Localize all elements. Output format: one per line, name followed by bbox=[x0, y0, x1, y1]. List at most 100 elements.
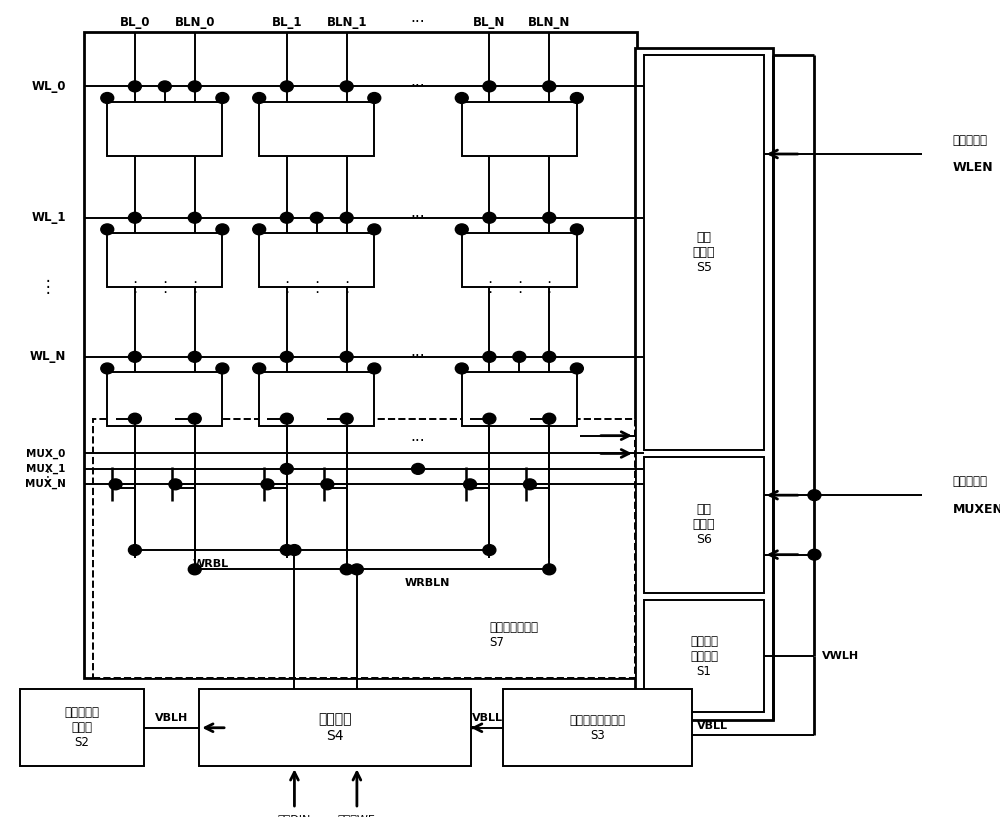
Text: MUXEN: MUXEN bbox=[953, 502, 1000, 516]
Text: ···: ··· bbox=[411, 210, 425, 225]
Text: WL_0: WL_0 bbox=[31, 80, 66, 93]
Circle shape bbox=[483, 81, 496, 92]
Text: 数据DIN: 数据DIN bbox=[278, 814, 311, 817]
Circle shape bbox=[128, 545, 141, 556]
Text: 列译码结果: 列译码结果 bbox=[953, 475, 988, 488]
Bar bbox=[644, 600, 764, 712]
Circle shape bbox=[216, 92, 229, 104]
Bar bbox=[462, 233, 577, 288]
Circle shape bbox=[455, 224, 468, 234]
Text: WRBLN: WRBLN bbox=[405, 578, 450, 588]
Circle shape bbox=[188, 212, 201, 223]
Circle shape bbox=[216, 363, 229, 374]
Circle shape bbox=[808, 549, 821, 560]
Bar bbox=[107, 233, 222, 288]
Text: 位线高电压
发生器
S2: 位线高电压 发生器 S2 bbox=[64, 706, 99, 749]
Text: ⋮: ⋮ bbox=[127, 279, 143, 295]
Circle shape bbox=[340, 81, 353, 92]
Text: WLEN: WLEN bbox=[953, 162, 993, 174]
Text: ···: ··· bbox=[411, 435, 425, 449]
Circle shape bbox=[543, 351, 556, 362]
Circle shape bbox=[570, 363, 583, 374]
Circle shape bbox=[340, 351, 353, 362]
Circle shape bbox=[109, 479, 122, 489]
Text: ⋮: ⋮ bbox=[157, 279, 172, 295]
Circle shape bbox=[340, 413, 353, 424]
Circle shape bbox=[310, 212, 323, 223]
Circle shape bbox=[368, 363, 381, 374]
Circle shape bbox=[543, 81, 556, 92]
Text: VBLH: VBLH bbox=[155, 712, 188, 723]
Circle shape bbox=[368, 92, 381, 104]
Text: BL_N: BL_N bbox=[473, 16, 506, 29]
Circle shape bbox=[101, 363, 114, 374]
Circle shape bbox=[280, 212, 293, 223]
Text: BLN_N: BLN_N bbox=[528, 16, 570, 29]
Circle shape bbox=[188, 351, 201, 362]
Bar bbox=[20, 689, 144, 766]
Circle shape bbox=[483, 351, 496, 362]
Circle shape bbox=[483, 212, 496, 223]
Text: ⋮: ⋮ bbox=[482, 279, 497, 295]
Text: ⋮: ⋮ bbox=[39, 279, 56, 297]
Circle shape bbox=[543, 413, 556, 424]
Circle shape bbox=[543, 212, 556, 223]
Circle shape bbox=[543, 564, 556, 574]
Text: VWLH: VWLH bbox=[822, 651, 859, 661]
Circle shape bbox=[188, 413, 201, 424]
Bar bbox=[462, 102, 577, 156]
Text: ⋮: ⋮ bbox=[542, 279, 557, 295]
Bar bbox=[462, 373, 577, 426]
Bar bbox=[259, 373, 374, 426]
Text: ⋮: ⋮ bbox=[309, 279, 324, 295]
Text: WL_1: WL_1 bbox=[31, 212, 66, 224]
Circle shape bbox=[101, 92, 114, 104]
Circle shape bbox=[523, 479, 536, 489]
Text: VBLL: VBLL bbox=[697, 721, 728, 731]
Circle shape bbox=[412, 463, 424, 475]
Text: VBLL: VBLL bbox=[472, 712, 503, 723]
Circle shape bbox=[483, 413, 496, 424]
Text: WL_N: WL_N bbox=[29, 350, 66, 364]
Circle shape bbox=[188, 81, 201, 92]
Circle shape bbox=[261, 479, 274, 489]
Text: 写驱动器
S4: 写驱动器 S4 bbox=[318, 712, 352, 743]
Text: BLN_0: BLN_0 bbox=[175, 16, 215, 29]
Text: ···: ··· bbox=[411, 350, 425, 364]
Circle shape bbox=[280, 413, 293, 424]
Bar bbox=[107, 373, 222, 426]
Bar bbox=[503, 689, 692, 766]
Circle shape bbox=[808, 489, 821, 501]
Text: 行译码结果: 行译码结果 bbox=[953, 134, 988, 146]
Circle shape bbox=[368, 224, 381, 234]
Text: 位线负电压发生器
S3: 位线负电压发生器 S3 bbox=[570, 714, 626, 742]
Circle shape bbox=[101, 224, 114, 234]
Text: 位线选择器阵列
S7: 位线选择器阵列 S7 bbox=[489, 621, 538, 649]
Circle shape bbox=[128, 413, 141, 424]
Circle shape bbox=[340, 212, 353, 223]
Circle shape bbox=[513, 351, 526, 362]
Text: 写使能WE: 写使能WE bbox=[338, 814, 376, 817]
Circle shape bbox=[128, 212, 141, 223]
Circle shape bbox=[253, 224, 266, 234]
Circle shape bbox=[253, 92, 266, 104]
Circle shape bbox=[464, 479, 477, 489]
Bar bbox=[644, 56, 764, 449]
Circle shape bbox=[340, 564, 353, 574]
Circle shape bbox=[483, 545, 496, 556]
Circle shape bbox=[570, 92, 583, 104]
Bar bbox=[93, 418, 635, 677]
Text: 位选
驱动器
S6: 位选 驱动器 S6 bbox=[693, 503, 715, 547]
Circle shape bbox=[455, 363, 468, 374]
Circle shape bbox=[570, 224, 583, 234]
Circle shape bbox=[128, 81, 141, 92]
Text: ···: ··· bbox=[411, 15, 425, 29]
Text: ⋮: ⋮ bbox=[512, 279, 527, 295]
Text: ⋮: ⋮ bbox=[187, 279, 202, 295]
Text: MUX_N: MUX_N bbox=[25, 480, 66, 489]
Circle shape bbox=[321, 479, 334, 489]
Circle shape bbox=[188, 564, 201, 574]
Text: ⋮: ⋮ bbox=[40, 470, 54, 484]
Bar bbox=[84, 33, 637, 677]
Text: 字线
驱动器
S5: 字线 驱动器 S5 bbox=[693, 231, 715, 274]
